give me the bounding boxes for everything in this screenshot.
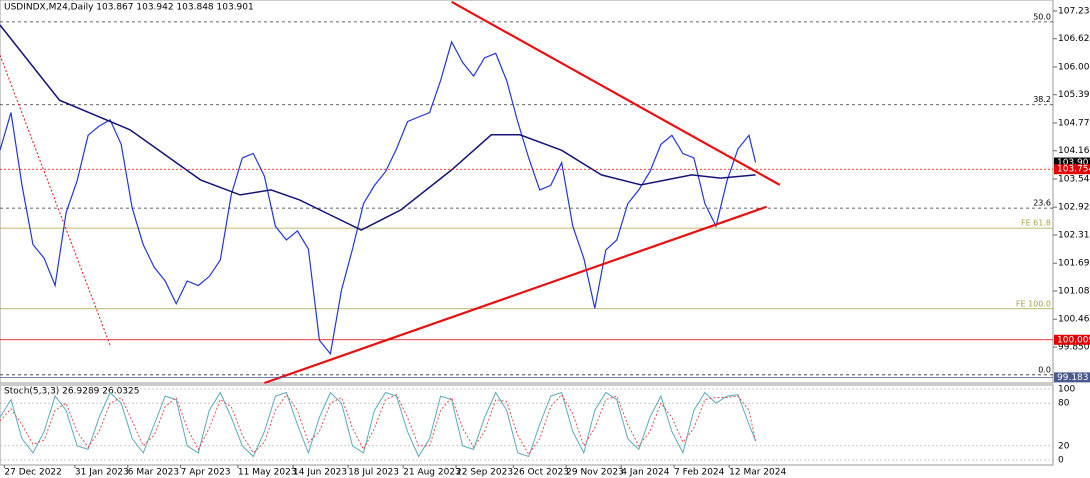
stoch-title: Stoch(5,3,3) 26.9289 26.0325 xyxy=(4,387,139,397)
x-tick-label: 7 Feb 2024 xyxy=(674,468,725,478)
main-panel xyxy=(0,0,1054,384)
stoch-tick-label: 0 xyxy=(1058,456,1064,466)
level-label: 0.0 xyxy=(1038,365,1051,374)
x-tick-label: 22 Sep 2023 xyxy=(456,468,513,478)
level-label: FE 100.0 xyxy=(1016,299,1051,308)
stoch-main xyxy=(0,391,757,458)
trendline xyxy=(0,54,111,346)
x-tick-label: 11 May 2023 xyxy=(238,468,297,478)
price-tag-label: 99.183 xyxy=(1057,373,1089,383)
x-tick-label: 7 Apr 2023 xyxy=(181,468,231,478)
trendline xyxy=(263,205,767,385)
y-tick-label: 101.690 xyxy=(1058,259,1090,269)
price-tag xyxy=(1054,164,1090,175)
y-tick-label: 104.160 xyxy=(1058,146,1090,156)
x-tick-label: 21 Aug 2023 xyxy=(403,468,461,478)
price-tag-label: 103.754 xyxy=(1057,165,1090,175)
x-tick-label: 18 Jul 2023 xyxy=(348,468,399,478)
price-line xyxy=(0,40,757,356)
y-tick-label: 102.310 xyxy=(1058,230,1090,240)
chart-title: USDINDX,M24,Daily 103.867 103.942 103.84… xyxy=(4,3,254,13)
x-tick-label: 31 Jan 2023 xyxy=(75,468,129,478)
x-tick-label: 4 Jan 2024 xyxy=(621,468,669,478)
stoch-tick-label: 100 xyxy=(1058,384,1075,394)
level-label: 38.2 xyxy=(1033,95,1051,104)
price-tag-label: 103.901 xyxy=(1057,158,1090,168)
y-tick-label: 106.000 xyxy=(1058,62,1090,72)
x-tick-label: 6 Mar 2023 xyxy=(128,468,179,478)
x-tick-label: 27 Dec 2022 xyxy=(4,468,62,478)
y-tick-label: 107.230 xyxy=(1058,6,1090,16)
price-tag xyxy=(1054,334,1090,345)
price-tag xyxy=(1054,372,1090,383)
y-tick-label: 102.920 xyxy=(1058,203,1090,213)
x-tick-label: 14 Jun 2023 xyxy=(293,468,347,478)
y-tick-label: 100.460 xyxy=(1058,315,1090,325)
y-tick-label: 106.620 xyxy=(1058,34,1090,44)
y-tick-label: 101.080 xyxy=(1058,287,1090,297)
level-label: 50.0 xyxy=(1033,12,1051,21)
x-tick-label: 29 Nov 2023 xyxy=(566,468,624,478)
stoch-signal xyxy=(0,393,757,456)
price-tag xyxy=(1054,157,1090,168)
stoch-tick-label: 80 xyxy=(1058,399,1070,409)
level-label: FE 61.8 xyxy=(1021,219,1051,228)
y-tick-label: 104.770 xyxy=(1058,118,1090,128)
moving-average xyxy=(0,24,756,231)
stoch-panel xyxy=(0,384,1054,466)
price-tag-label: 100.009 xyxy=(1057,335,1090,345)
trendline xyxy=(451,0,781,186)
x-tick-label: 26 Oct 2023 xyxy=(513,468,569,478)
level-label: 23.6 xyxy=(1033,199,1051,208)
y-tick-label: 105.390 xyxy=(1058,90,1090,100)
x-tick-label: 12 Mar 2024 xyxy=(729,468,786,478)
y-tick-label: 99.850 xyxy=(1058,343,1090,353)
y-tick-label: 103.540 xyxy=(1058,174,1090,184)
stoch-tick-label: 20 xyxy=(1058,441,1070,451)
